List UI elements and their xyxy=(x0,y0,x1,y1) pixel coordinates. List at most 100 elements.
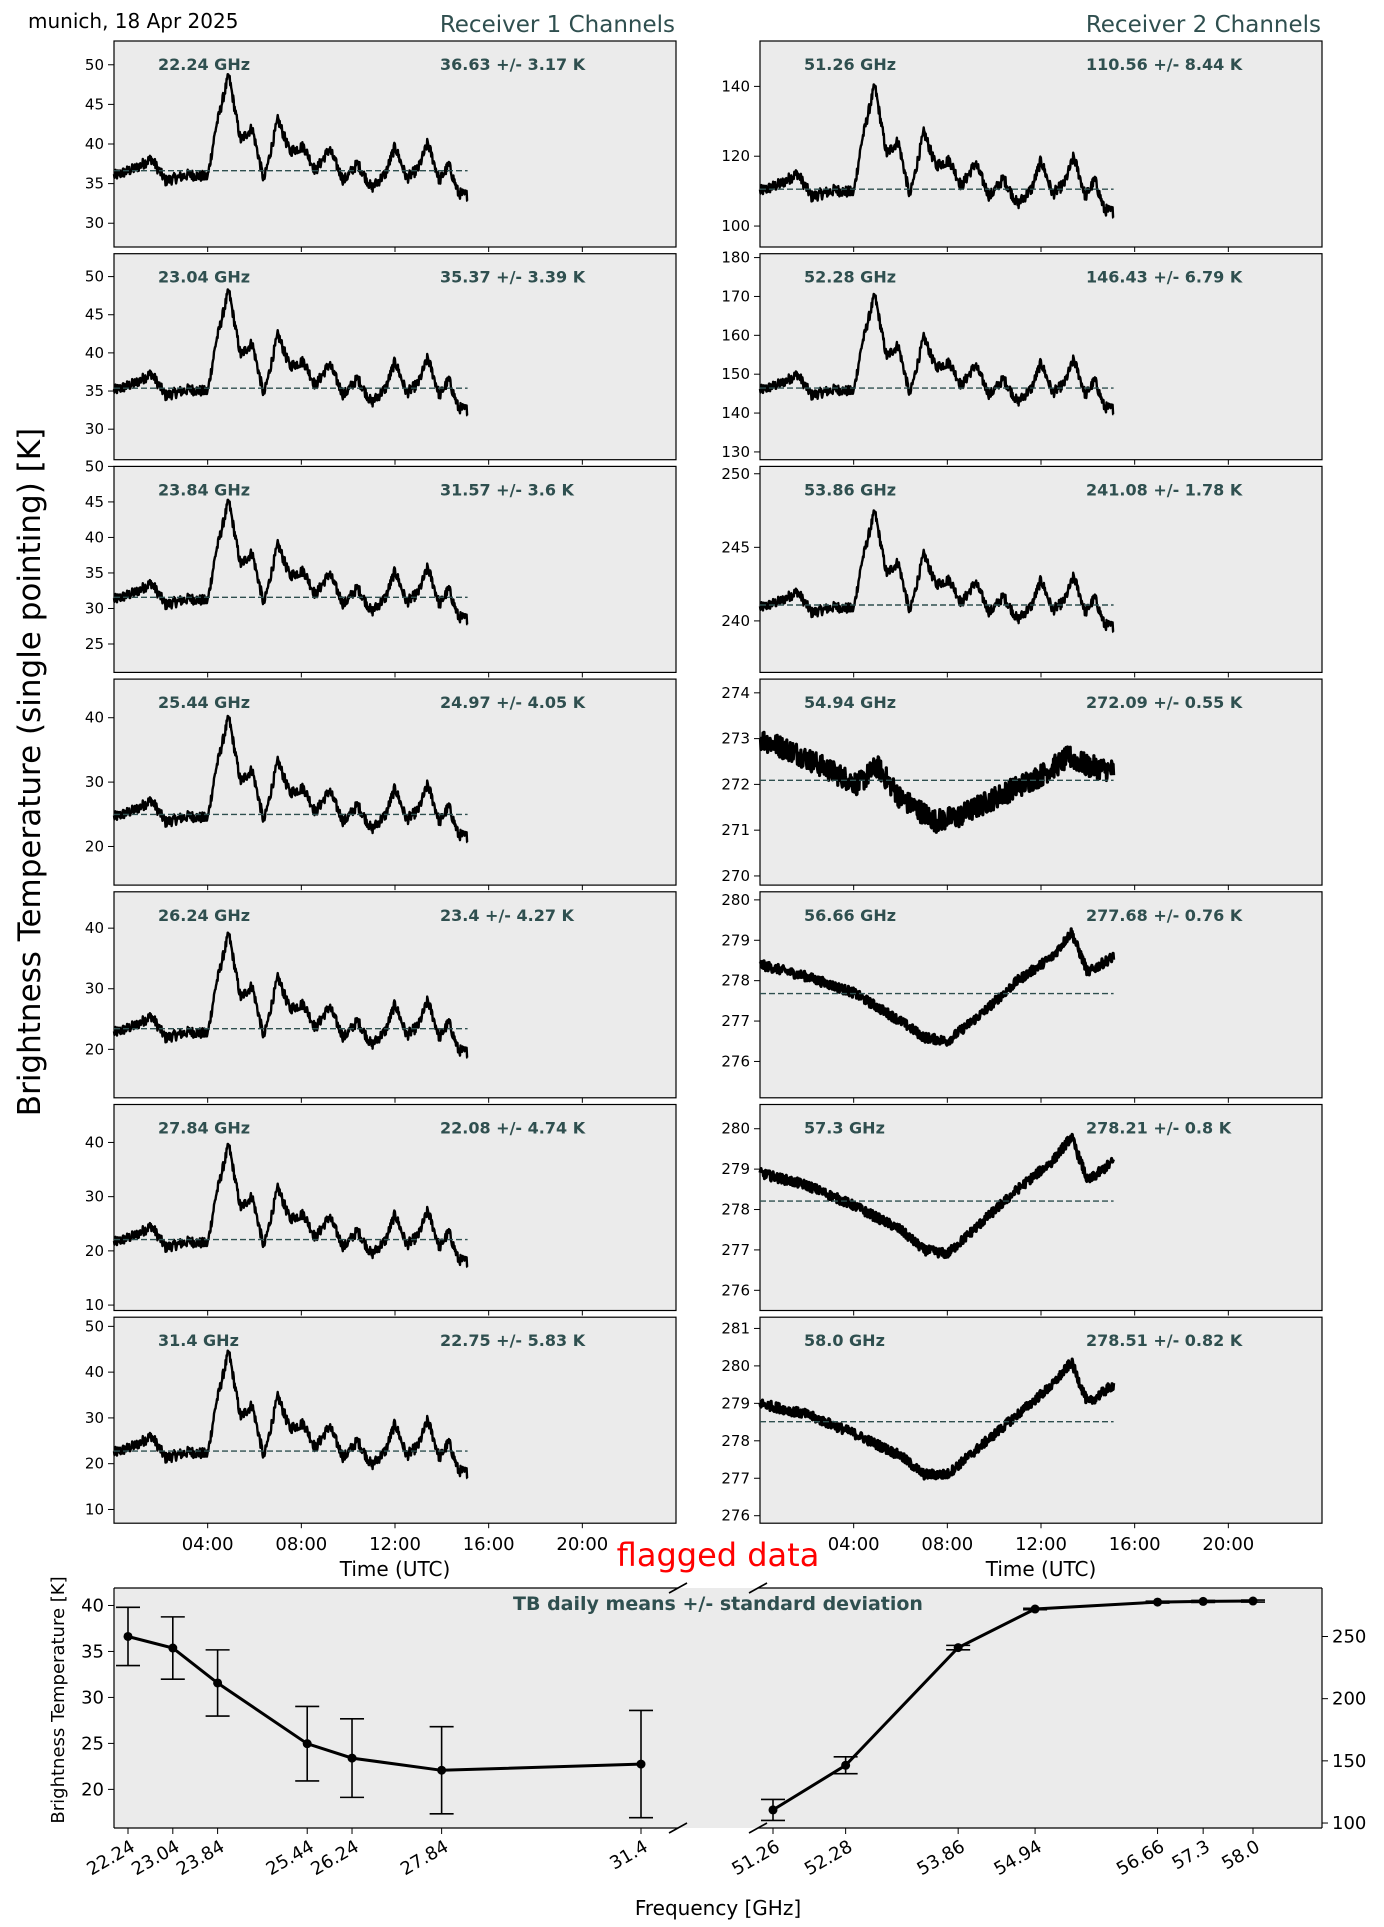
channel-frequency-label: 58.0 GHz xyxy=(804,1331,885,1350)
axis-break-mark xyxy=(748,1582,768,1594)
y-tick-label: 20 xyxy=(85,837,104,855)
y-tick-label: 277 xyxy=(721,1469,750,1487)
y-tick-label: 274 xyxy=(721,684,750,702)
channel-panel: 30 35 40 45 50 23.04 GHz 35.37 +/- 3.39 K xyxy=(85,253,677,465)
receiver2-x-tick-label: 52.28 xyxy=(801,1836,856,1880)
receiver2-mean-point xyxy=(1153,1597,1163,1607)
y-tick-label: 276 xyxy=(721,1281,750,1299)
y-tick-label: 140 xyxy=(721,404,750,422)
receiver1-x-tick-label: 23.84 xyxy=(173,1836,228,1880)
receiver2-mean-point xyxy=(841,1760,851,1770)
receiver2-mean-point xyxy=(768,1805,778,1815)
flagged-data-label: flagged data xyxy=(617,1536,820,1574)
channel-frequency-label: 23.84 GHz xyxy=(158,480,250,499)
y-tick-label: 276 xyxy=(721,1052,750,1070)
channel-trace xyxy=(112,498,469,626)
receiver1-x-tick-label: 26.24 xyxy=(307,1836,362,1880)
channel-panel: 10 20 30 40 50 31.4 GHz 22.75 +/- 5.83 K xyxy=(85,1316,677,1529)
time-tick-label: 20:00 xyxy=(556,1534,608,1555)
channel-panel: 276 277 278 279 280 57.3 GHz 278.21 +/- 0.8 K xyxy=(721,1103,1323,1316)
y-tick-label: 250 xyxy=(721,465,750,483)
receiver2-x-tick-label: 56.66 xyxy=(1113,1836,1168,1880)
shared-y-axis-label: Brightness Temperature (single pointing)… xyxy=(12,428,48,1116)
receiver1-mean-point xyxy=(302,1739,312,1749)
panel-frame xyxy=(759,40,1323,248)
channel-trace xyxy=(758,730,1116,834)
y-tick-label: 280 xyxy=(721,891,750,909)
channel-stats-label: 23.4 +/- 4.27 K xyxy=(440,906,575,925)
receiver1-mean-point xyxy=(123,1631,133,1641)
left-y-tick-label: 40 xyxy=(81,1595,104,1616)
y-tick-label: 277 xyxy=(721,1012,750,1030)
y-tick-label: 281 xyxy=(721,1319,750,1337)
channel-stats-label: 272.09 +/- 0.55 K xyxy=(1086,693,1243,712)
axis-break-mark xyxy=(668,1582,688,1594)
receiver2-x-tick-label: 57.3 xyxy=(1168,1836,1213,1874)
channel-stats-label: 146.43 +/- 6.79 K xyxy=(1086,268,1243,287)
channel-frequency-label: 52.28 GHz xyxy=(804,268,896,287)
channel-panel: 240 245 250 53.86 GHz 241.08 +/- 1.78 K xyxy=(721,465,1323,678)
receiver1-mean-point xyxy=(213,1678,223,1688)
y-tick-label: 273 xyxy=(721,730,750,748)
y-tick-label: 278 xyxy=(721,972,750,990)
y-tick-label: 35 xyxy=(85,175,104,193)
y-tick-label: 277 xyxy=(721,1241,750,1259)
channel-stats-label: 22.75 +/- 5.83 K xyxy=(440,1331,586,1350)
receiver2-x-tick-label: 58.0 xyxy=(1218,1836,1263,1874)
receiver1-x-tick-label: 31.4 xyxy=(606,1836,651,1874)
y-tick-label: 120 xyxy=(721,147,750,165)
channel-frequency-label: 57.3 GHz xyxy=(804,1119,885,1138)
y-tick-label: 100 xyxy=(721,217,750,235)
y-tick-label: 271 xyxy=(721,821,750,839)
receiver1-x-tick-label: 27.84 xyxy=(397,1836,452,1880)
channel-trace xyxy=(112,288,469,417)
right-y-tick-label: 100 xyxy=(1332,1813,1366,1834)
axis-break-mark xyxy=(668,1822,688,1834)
y-tick-label: 35 xyxy=(85,382,104,400)
y-tick-label: 130 xyxy=(721,443,750,461)
y-tick-label: 150 xyxy=(721,365,750,383)
right-y-tick-label: 250 xyxy=(1332,1626,1366,1647)
y-tick-label: 40 xyxy=(85,919,104,937)
y-tick-label: 30 xyxy=(85,1409,104,1427)
channel-frequency-label: 53.86 GHz xyxy=(804,480,896,499)
summary-background xyxy=(114,1588,1322,1828)
panel-frame xyxy=(113,1103,677,1312)
channel-panel: 10 20 30 40 27.84 GHz 22.08 +/- 4.74 K xyxy=(85,1103,677,1316)
channel-trace xyxy=(758,1132,1115,1259)
channel-stats-label: 278.51 +/- 0.82 K xyxy=(1086,1331,1243,1350)
summary-y-axis-label: Brightness Temperature [K] xyxy=(48,1576,69,1823)
y-tick-label: 160 xyxy=(721,326,750,344)
y-tick-label: 40 xyxy=(85,1133,104,1151)
left-y-tick-label: 30 xyxy=(81,1687,104,1708)
right-y-tick-label: 200 xyxy=(1332,1689,1366,1710)
summary-x-axis-label: Frequency [GHz] xyxy=(635,1896,801,1920)
receiver1-mean-point xyxy=(437,1765,447,1775)
channel-frequency-label: 23.04 GHz xyxy=(158,268,250,287)
time-axes: 04:00 08:00 12:00 16:00 20:00 Time (UTC) 04:00… xyxy=(182,1534,1255,1581)
y-tick-label: 280 xyxy=(721,1120,750,1138)
channel-stats-label: 278.21 +/- 0.8 K xyxy=(1086,1119,1232,1138)
panel-frame xyxy=(113,891,677,1099)
y-tick-label: 278 xyxy=(721,1432,750,1450)
channel-trace xyxy=(758,1357,1116,1481)
channel-trace xyxy=(112,714,469,844)
receiver2-mean-point xyxy=(1198,1596,1208,1606)
channel-frequency-label: 31.4 GHz xyxy=(158,1331,239,1350)
channel-trace xyxy=(112,73,469,203)
receiver1-x-tick-label: 25.44 xyxy=(263,1836,318,1880)
panel-frame xyxy=(759,253,1323,461)
y-tick-label: 40 xyxy=(85,1363,104,1381)
time-axis-label: Time (UTC) xyxy=(985,1557,1097,1581)
channel-stats-label: 24.97 +/- 4.05 K xyxy=(440,693,586,712)
y-tick-label: 45 xyxy=(85,306,104,324)
y-tick-label: 170 xyxy=(721,287,750,305)
channel-panel: 20 30 40 25.44 GHz 24.97 +/- 4.05 K xyxy=(85,678,677,891)
receiver1-x-tick-label: 23.04 xyxy=(128,1836,183,1880)
channel-trace xyxy=(112,931,469,1059)
channel-frequency-label: 22.24 GHz xyxy=(158,55,250,74)
y-tick-label: 35 xyxy=(85,564,104,582)
time-tick-label: 08:00 xyxy=(275,1534,327,1555)
channel-stats-label: 110.56 +/- 8.44 K xyxy=(1086,55,1243,74)
y-tick-label: 40 xyxy=(85,528,104,546)
